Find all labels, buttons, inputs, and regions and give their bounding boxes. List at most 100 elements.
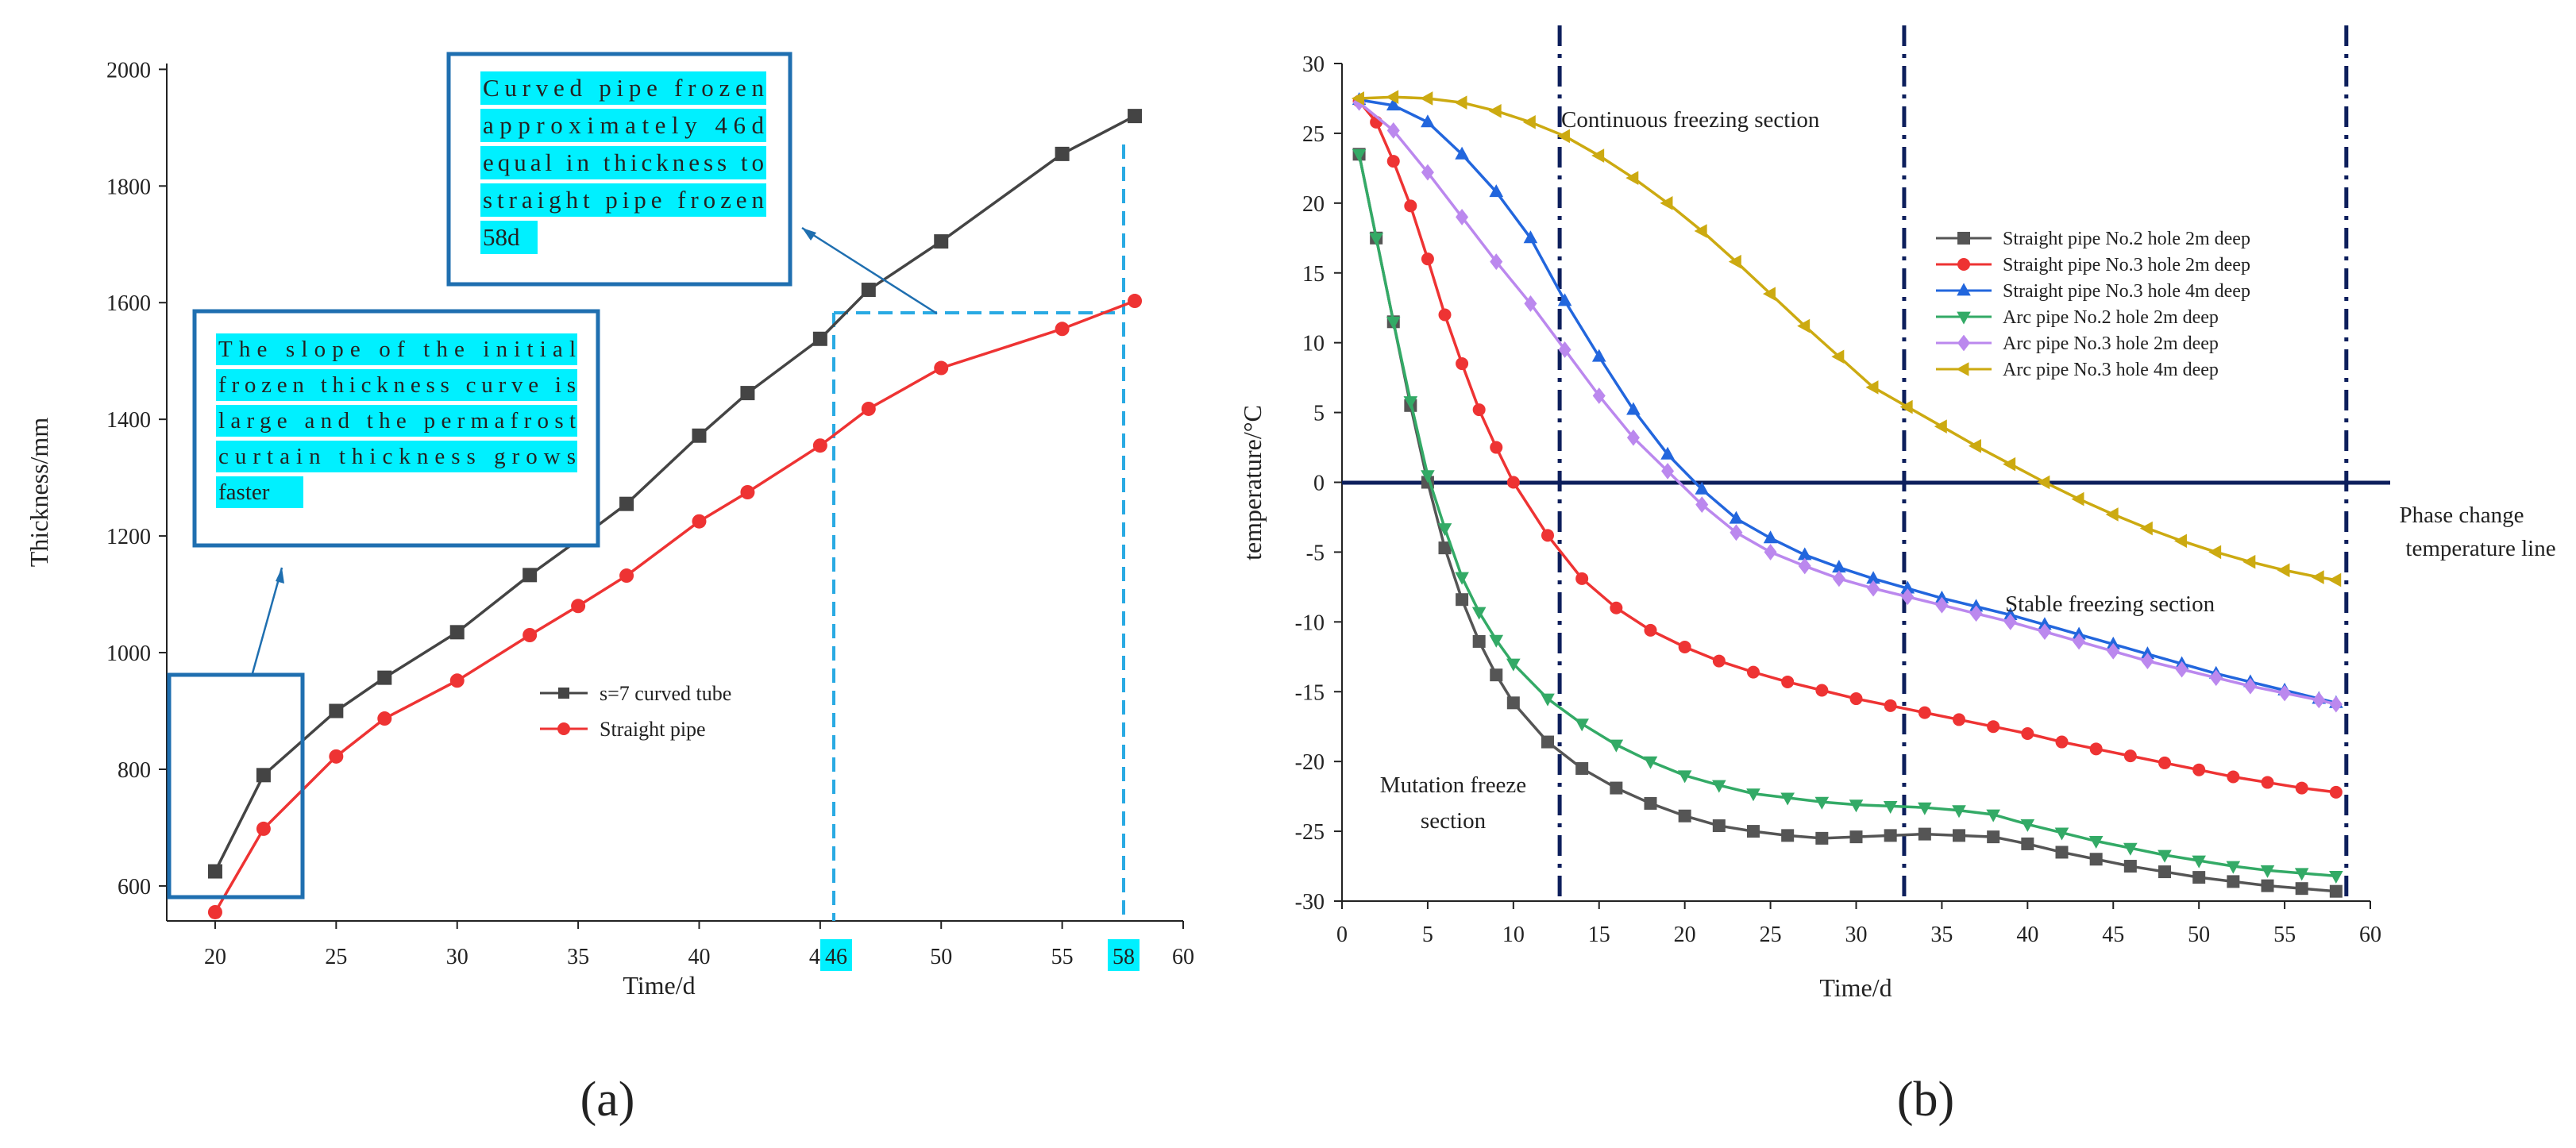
chart-a-data-point: [1055, 146, 1070, 161]
chart-b-data-point: [1712, 780, 1726, 793]
chart-a-data-point: [619, 496, 634, 511]
chart-b-data-point: [1386, 122, 1400, 139]
annotation-curved-highlight: [480, 221, 538, 254]
chart-b-data-point: [1764, 544, 1777, 561]
chart-a-series: [207, 109, 1143, 919]
chart-b-data-point: [1987, 830, 2000, 844]
chart-b-data-point: [2021, 727, 2034, 740]
chart-a-data-point: [256, 821, 271, 836]
legend-marker: [1957, 258, 1970, 271]
annotation-slope-line: faster: [218, 480, 270, 505]
chart-a-data-point: [207, 904, 222, 919]
chart-a-x-tick-label: 55: [1051, 945, 1074, 969]
chart-b-data-point: [1712, 819, 1726, 833]
chart-b-data-point: [1918, 827, 1931, 841]
chart-b-x-tick-label: 15: [1588, 923, 1610, 947]
chart-b-data-point: [2139, 521, 2153, 536]
chart-b-data-point: [1644, 796, 1657, 810]
chart-b-y-tick-label: 30: [1302, 52, 1325, 77]
chart-b-data-point: [2054, 827, 2069, 841]
annotation-curved-highlight: [480, 109, 766, 142]
chart-b-data-point: [1591, 349, 1606, 362]
chart-a-x-tick-label: 20: [204, 945, 226, 969]
chart-b-data-point: [1506, 696, 1520, 710]
chart-b-data-point: [1865, 380, 1879, 395]
chart-b-data-point: [2243, 677, 2257, 695]
chart-a-x-tick-label: 25: [325, 945, 347, 969]
chart-b-data-point: [1490, 441, 1503, 454]
chart-a-data-point: [619, 568, 634, 584]
chart-b-data-point: [1489, 634, 1504, 648]
chart-b-x-tick-label: 0: [1336, 923, 1348, 947]
annotation-slope-line: The slope of the initial: [218, 337, 576, 362]
chart-b-x-tick-label: 55: [2273, 923, 2296, 947]
chart-b-data-point: [1625, 171, 1639, 185]
chart-b-data-point: [1506, 476, 1520, 489]
chart-b-data-point: [1953, 713, 1965, 726]
chart-a-y-label: Thickness/mm: [25, 418, 53, 568]
chart-a-data-point: [329, 749, 344, 764]
chart-b-series-line-2: [1359, 98, 2337, 705]
chart-a-y-tick-label: 1000: [106, 641, 151, 666]
chart-b-y-label: temperature/°C: [1238, 405, 1267, 561]
annotation-slope-highlight: [216, 476, 303, 508]
chart-b-data-point: [1489, 184, 1504, 198]
chart-b-x-tick-label: 5: [1422, 923, 1433, 947]
chart-a-data-point: [1128, 109, 1143, 124]
chart-b-y-tick-label: -15: [1295, 680, 1325, 705]
chart-a-y-tick-label: 1600: [106, 291, 151, 316]
chart-a-y-tick-label: 1800: [106, 175, 151, 199]
chart-b-data-point: [1541, 735, 1554, 749]
chart-b-data-point: [2141, 653, 2154, 669]
chart-b-section-lines: [1557, 25, 2349, 901]
chart-b-data-point: [2294, 868, 2309, 881]
chart-b-x-ticks: 0 5 10 15 20 25 30 35 40 45 50 55 60: [1336, 901, 2381, 947]
chart-b-data-point: [1918, 706, 1931, 719]
annotation-curved-line: straight pipe frozen: [483, 186, 765, 214]
chart-b-data-point: [1575, 718, 1589, 732]
panel-label-b: (b): [1897, 1073, 1954, 1127]
chart-a-y-ticks: 600 800 1000 1200 1400 1600 1800 2000: [106, 58, 167, 900]
chart-b-data-point: [1404, 199, 1417, 213]
annotation-curved-highlight: [480, 71, 766, 105]
chart-a-data-point: [377, 711, 392, 726]
chart-b-data-point: [1797, 547, 1812, 561]
chart-b-data-point: [1849, 692, 1863, 706]
chart-b-data-point: [1918, 802, 1932, 815]
chart-b-y-tick-label: 15: [1302, 262, 1325, 287]
chart-b-y-tick-label: -10: [1295, 611, 1325, 635]
chart-b-data-point: [1986, 809, 2000, 822]
chart-b-data-point: [1490, 668, 1503, 682]
chart-a-y-tick-label: 800: [118, 758, 151, 783]
chart-b-data-point: [2242, 554, 2256, 569]
chart-b-data-point: [1471, 607, 1487, 620]
chart-b-data-point: [1815, 684, 1829, 697]
chart-b-data-point: [2107, 642, 2120, 660]
chart-a-data-point: [861, 283, 876, 298]
chart-b: 0 5 10 15 20 25 30 35 40 45 50 55 60 -30-25-20-15-10…: [1238, 25, 2556, 1127]
chart-b-data-point: [1969, 605, 1983, 622]
chart-b-data-point: [1831, 349, 1845, 364]
chart-b-data-point: [2329, 695, 2343, 713]
annotation-slope-line: frozen thickness curve is: [218, 372, 576, 398]
chart-b-data-point: [1386, 316, 1401, 329]
chart-b-data-point: [1746, 788, 1760, 802]
chart-b-data-point: [1935, 596, 1949, 614]
chart-b-data-point: [1386, 155, 1400, 168]
chart-b-data-point: [2173, 534, 2187, 549]
chart-b-data-point: [2003, 613, 2017, 630]
chart-b-data-point: [1420, 91, 1433, 106]
chart-b-x-tick-label: 50: [2188, 923, 2210, 947]
chart-b-y-tick-label: -30: [1295, 890, 1325, 915]
chart-b-data-point: [1626, 429, 1640, 446]
chart-b-series-line-5: [1359, 95, 2337, 582]
chart-b-data-point: [2329, 785, 2343, 799]
chart-b-data-point: [1454, 95, 1467, 110]
chart-b-data-point: [1987, 720, 2000, 734]
chart-b-data-point: [1660, 446, 1675, 460]
chart-b-data-point: [2295, 882, 2308, 896]
legend-marker: [1957, 311, 1971, 325]
chart-b-data-point: [1488, 103, 1502, 118]
chart-b-data-point: [2208, 545, 2222, 560]
chart-a-y-tick-label: 2000: [106, 58, 151, 83]
